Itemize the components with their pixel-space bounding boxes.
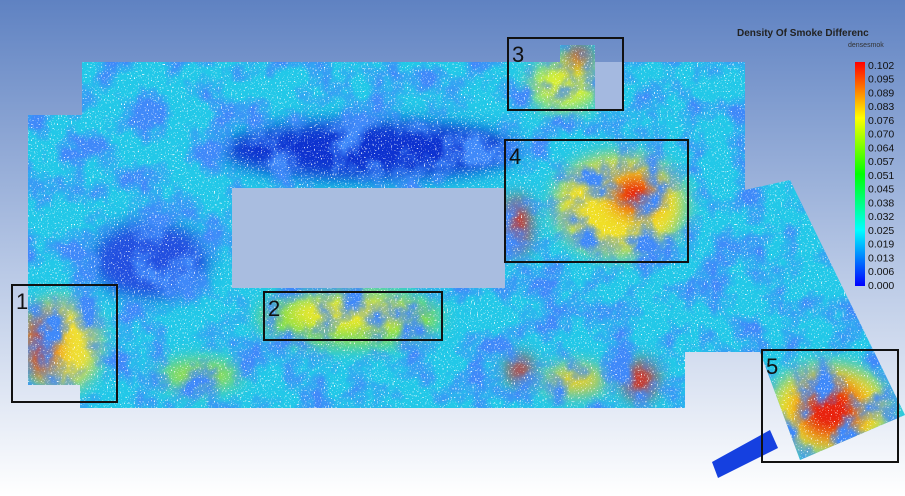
region-label: 5 [766,354,778,379]
legend-label: 0.019 [868,239,894,251]
legend-label: 0.064 [868,142,894,154]
region-box [761,349,899,463]
legend-label: 0.006 [868,266,894,278]
legend-label: 0.057 [868,156,894,168]
region-box [504,139,689,263]
hole [232,188,505,288]
region-label: 1 [16,289,28,314]
region-box [507,37,624,111]
legend-label: 0.102 [868,60,894,72]
legend-label: 0.095 [868,74,894,86]
legend-label: 0.089 [868,87,894,99]
legend-label: 0.025 [868,225,894,237]
legend-label: 0.051 [868,170,894,182]
region-label: 4 [509,144,521,169]
legend-label: 0.000 [868,280,894,292]
legend-label: 0.076 [868,115,894,127]
region-box [263,291,443,341]
color-bar [855,62,865,286]
region-box [11,284,118,403]
legend-label: 0.045 [868,184,894,196]
legend-label: 0.070 [868,129,894,141]
legend-label: 0.083 [868,101,894,113]
legend-title: Density Of Smoke Differenc [737,28,869,39]
legend-label: 0.038 [868,197,894,209]
legend-label: 0.032 [868,211,894,223]
region-label: 3 [512,42,524,67]
notch [595,62,623,110]
legend-label: 0.013 [868,252,894,264]
region-label: 2 [268,296,280,321]
legend-unit: densesmok [848,42,884,49]
